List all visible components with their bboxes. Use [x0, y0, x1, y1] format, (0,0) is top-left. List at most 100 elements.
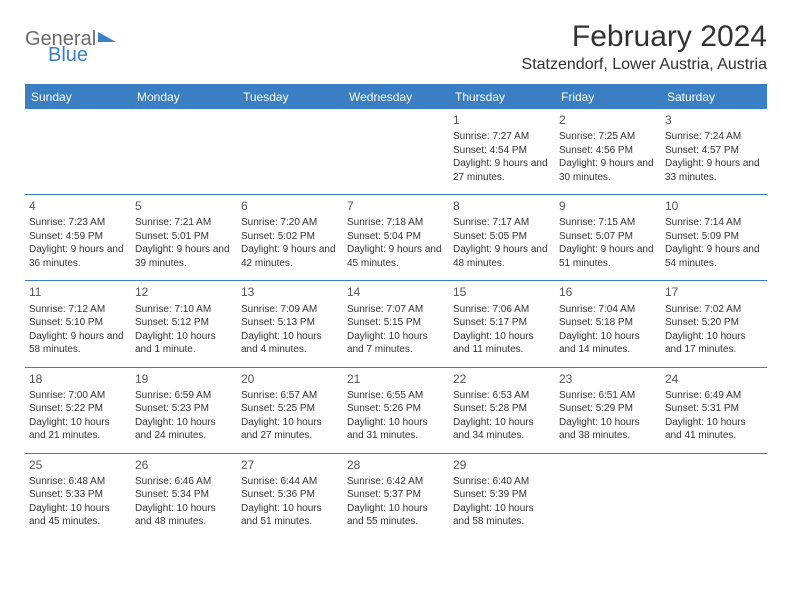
calendar-cell: 25 Sunrise: 6:48 AMSunset: 5:33 PMDayligh…: [25, 453, 131, 539]
day-info: Sunrise: 6:59 AMSunset: 5:23 PMDaylight:…: [135, 389, 233, 443]
calendar-cell: [131, 109, 237, 195]
day-number: 18: [29, 371, 127, 387]
calendar-cell: 29Sunrise: 6:40 AMSunset: 5:39 PMDayligh…: [449, 453, 555, 539]
day-number: 2: [559, 112, 657, 128]
logo-triangle-icon: [98, 32, 116, 42]
day-number: 20: [241, 371, 339, 387]
calendar-cell: 8 Sunrise: 7:17 AMSunset: 5:05 PMDaylight…: [449, 195, 555, 281]
calendar-cell: 9 Sunrise: 7:15 AMSunset: 5:07 PMDaylight…: [555, 195, 661, 281]
calendar-cell: [661, 453, 767, 539]
day-info: Sunrise: 7:27 AMSunset: 4:54 PMDaylight:…: [453, 130, 551, 184]
day-number: 14: [347, 284, 445, 300]
day-info: Sunrise: 7:00 AMSunset: 5:22 PMDaylight:…: [29, 389, 127, 443]
calendar-row: 1 Sunrise: 7:27 AMSunset: 4:54 PMDaylight…: [25, 109, 767, 195]
day-number: 28: [347, 457, 445, 473]
title-block: February 2024 Statzendorf, Lower Austria…: [522, 20, 767, 74]
day-number: 1: [453, 112, 551, 128]
weekday-header: Thursday: [449, 85, 555, 109]
day-info: Sunrise: 7:06 AMSunset: 5:17 PMDaylight:…: [453, 303, 551, 357]
day-number: 24: [665, 371, 763, 387]
weekday-header: Monday: [131, 85, 237, 109]
calendar-cell: 3 Sunrise: 7:24 AMSunset: 4:57 PMDaylight…: [661, 109, 767, 195]
weekday-header: Saturday: [661, 85, 767, 109]
day-info: Sunrise: 6:49 AMSunset: 5:31 PMDaylight:…: [665, 389, 763, 443]
calendar-cell: 10Sunrise: 7:14 AMSunset: 5:09 PMDayligh…: [661, 195, 767, 281]
day-info: Sunrise: 6:51 AMSunset: 5:29 PMDaylight:…: [559, 389, 657, 443]
calendar-cell: 1 Sunrise: 7:27 AMSunset: 4:54 PMDaylight…: [449, 109, 555, 195]
day-number: 8: [453, 198, 551, 214]
calendar-body: 1 Sunrise: 7:27 AMSunset: 4:54 PMDaylight…: [25, 109, 767, 540]
calendar-cell: 13 Sunrise: 7:09 AMSunset: 5:13 PMDayligh…: [237, 281, 343, 367]
calendar-cell: 19 Sunrise: 6:59 AMSunset: 5:23 PMDayligh…: [131, 367, 237, 453]
day-info: Sunrise: 7:09 AMSunset: 5:13 PMDaylight:…: [241, 303, 339, 357]
day-info: Sunrise: 7:14 AMSunset: 5:09 PMDaylight:…: [665, 216, 763, 270]
weekday-header: Friday: [555, 85, 661, 109]
day-number: 3: [665, 112, 763, 128]
day-number: 26: [135, 457, 233, 473]
calendar-cell: [25, 109, 131, 195]
day-number: 6: [241, 198, 339, 214]
day-number: 7: [347, 198, 445, 214]
calendar-cell: 15 Sunrise: 7:06 AMSunset: 5:17 PMDayligh…: [449, 281, 555, 367]
calendar-cell: [237, 109, 343, 195]
calendar-cell: 14Sunrise: 7:07 AMSunset: 5:15 PMDayligh…: [343, 281, 449, 367]
calendar-cell: 20 Sunrise: 6:57 AMSunset: 5:25 PMDayligh…: [237, 367, 343, 453]
calendar-header-row: SundayMondayTuesdayWednesdayThursdayFrid…: [25, 85, 767, 109]
page-header: General February 2024 Statzendorf, Lower…: [25, 20, 767, 74]
day-info: Sunrise: 6:57 AMSunset: 5:25 PMDaylight:…: [241, 389, 339, 443]
calendar-row: 11Sunrise: 7:12 AMSunset: 5:10 PMDayligh…: [25, 281, 767, 367]
calendar-cell: 16Sunrise: 7:04 AMSunset: 5:18 PMDayligh…: [555, 281, 661, 367]
calendar-row: 25 Sunrise: 6:48 AMSunset: 5:33 PMDayligh…: [25, 453, 767, 539]
day-info: Sunrise: 7:17 AMSunset: 5:05 PMDaylight:…: [453, 216, 551, 270]
day-info: Sunrise: 7:23 AMSunset: 4:59 PMDaylight:…: [29, 216, 127, 270]
day-info: Sunrise: 6:40 AMSunset: 5:39 PMDaylight:…: [453, 475, 551, 529]
calendar-row: 4Sunrise: 7:23 AMSunset: 4:59 PMDaylight…: [25, 195, 767, 281]
day-number: 12: [135, 284, 233, 300]
calendar-cell: [555, 453, 661, 539]
day-info: Sunrise: 7:24 AMSunset: 4:57 PMDaylight:…: [665, 130, 763, 184]
day-number: 21: [347, 371, 445, 387]
logo-text-blue: Blue: [48, 44, 88, 66]
day-info: Sunrise: 6:46 AMSunset: 5:34 PMDaylight:…: [135, 475, 233, 529]
day-number: 19: [135, 371, 233, 387]
day-number: 9: [559, 198, 657, 214]
day-number: 27: [241, 457, 339, 473]
calendar-cell: 4Sunrise: 7:23 AMSunset: 4:59 PMDaylight…: [25, 195, 131, 281]
calendar-cell: 18 Sunrise: 7:00 AMSunset: 5:22 PMDayligh…: [25, 367, 131, 453]
title-location: Statzendorf, Lower Austria, Austria: [522, 56, 767, 74]
calendar-table: SundayMondayTuesdayWednesdayThursdayFrid…: [25, 84, 767, 539]
day-number: 25: [29, 457, 127, 473]
calendar-cell: 28Sunrise: 6:42 AMSunset: 5:37 PMDayligh…: [343, 453, 449, 539]
calendar-row: 18 Sunrise: 7:00 AMSunset: 5:22 PMDayligh…: [25, 367, 767, 453]
calendar-cell: [343, 109, 449, 195]
day-info: Sunrise: 6:55 AMSunset: 5:26 PMDaylight:…: [347, 389, 445, 443]
calendar-cell: 11Sunrise: 7:12 AMSunset: 5:10 PMDayligh…: [25, 281, 131, 367]
calendar-cell: 5 Sunrise: 7:21 AMSunset: 5:01 PMDaylight…: [131, 195, 237, 281]
calendar-cell: 23 Sunrise: 6:51 AMSunset: 5:29 PMDayligh…: [555, 367, 661, 453]
calendar-cell: 21 Sunrise: 6:55 AMSunset: 5:26 PMDayligh…: [343, 367, 449, 453]
day-info: Sunrise: 7:15 AMSunset: 5:07 PMDaylight:…: [559, 216, 657, 270]
day-number: 22: [453, 371, 551, 387]
day-info: Sunrise: 7:20 AMSunset: 5:02 PMDaylight:…: [241, 216, 339, 270]
day-info: Sunrise: 7:04 AMSunset: 5:18 PMDaylight:…: [559, 303, 657, 357]
calendar-cell: 26 Sunrise: 6:46 AMSunset: 5:34 PMDayligh…: [131, 453, 237, 539]
weekday-header: Wednesday: [343, 85, 449, 109]
weekday-header: Tuesday: [237, 85, 343, 109]
calendar-cell: 7 Sunrise: 7:18 AMSunset: 5:04 PMDaylight…: [343, 195, 449, 281]
day-info: Sunrise: 7:21 AMSunset: 5:01 PMDaylight:…: [135, 216, 233, 270]
day-number: 17: [665, 284, 763, 300]
day-number: 15: [453, 284, 551, 300]
calendar-cell: 17Sunrise: 7:02 AMSunset: 5:20 PMDayligh…: [661, 281, 767, 367]
day-number: 5: [135, 198, 233, 214]
day-info: Sunrise: 6:44 AMSunset: 5:36 PMDaylight:…: [241, 475, 339, 529]
day-number: 13: [241, 284, 339, 300]
logo-blue-row: Blue: [48, 44, 88, 67]
calendar-cell: 2 Sunrise: 7:25 AMSunset: 4:56 PMDaylight…: [555, 109, 661, 195]
day-info: Sunrise: 7:18 AMSunset: 5:04 PMDaylight:…: [347, 216, 445, 270]
day-info: Sunrise: 7:25 AMSunset: 4:56 PMDaylight:…: [559, 130, 657, 184]
day-number: 23: [559, 371, 657, 387]
day-info: Sunrise: 6:48 AMSunset: 5:33 PMDaylight:…: [29, 475, 127, 529]
calendar-cell: 27 Sunrise: 6:44 AMSunset: 5:36 PMDayligh…: [237, 453, 343, 539]
day-info: Sunrise: 7:12 AMSunset: 5:10 PMDaylight:…: [29, 303, 127, 357]
calendar-cell: 24 Sunrise: 6:49 AMSunset: 5:31 PMDayligh…: [661, 367, 767, 453]
